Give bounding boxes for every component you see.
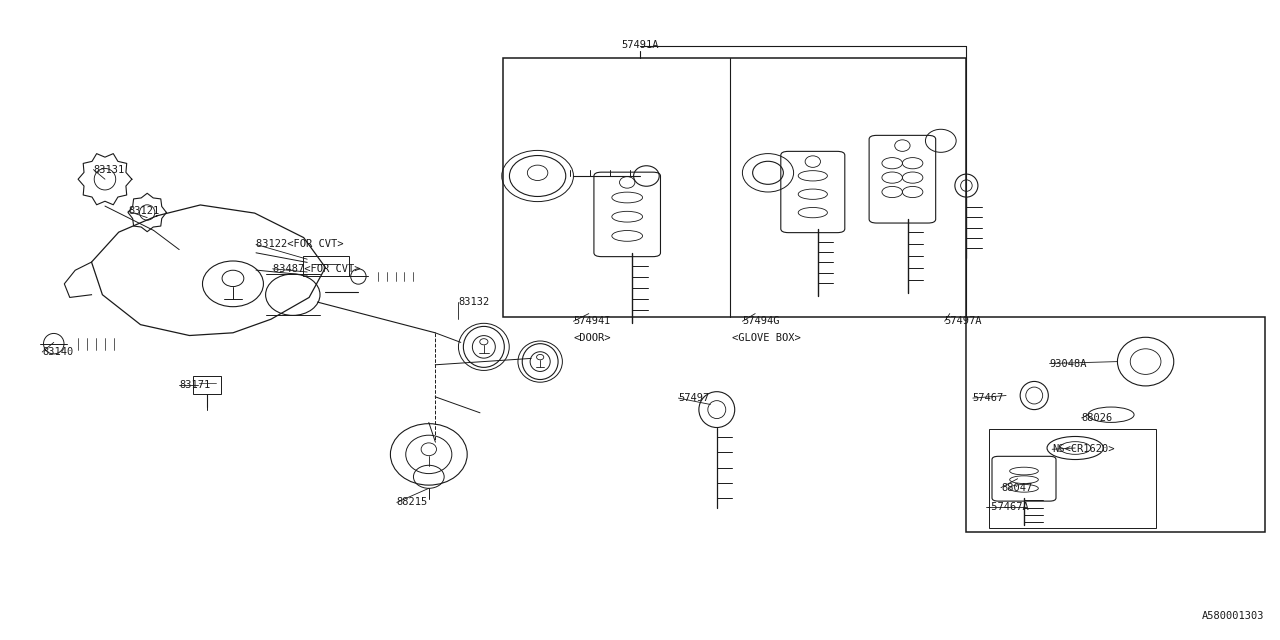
Text: 57494I: 57494I xyxy=(573,316,611,326)
Bar xyxy=(966,317,1265,532)
Text: 88047: 88047 xyxy=(1001,483,1032,493)
Text: NS<CR1620>: NS<CR1620> xyxy=(1052,444,1115,454)
Text: 83487<FOR CVT>: 83487<FOR CVT> xyxy=(273,264,360,274)
Bar xyxy=(193,376,221,394)
Text: 57491A: 57491A xyxy=(621,40,659,50)
Text: 88215: 88215 xyxy=(397,497,428,508)
Text: 57494G: 57494G xyxy=(742,316,780,326)
Bar xyxy=(989,429,1156,528)
Text: 88026: 88026 xyxy=(1082,413,1112,423)
Text: 83122<FOR CVT>: 83122<FOR CVT> xyxy=(256,239,343,250)
Text: <GLOVE BOX>: <GLOVE BOX> xyxy=(732,333,801,343)
Text: 93048A: 93048A xyxy=(1050,358,1087,369)
Text: 83132: 83132 xyxy=(458,297,489,307)
Text: A580001303: A580001303 xyxy=(1202,611,1265,621)
Text: <DOOR>: <DOOR> xyxy=(573,333,611,343)
Text: 83131: 83131 xyxy=(93,164,124,175)
Text: 83171: 83171 xyxy=(179,380,210,390)
Text: 57467: 57467 xyxy=(973,393,1004,403)
Bar xyxy=(503,58,966,317)
Text: 57497: 57497 xyxy=(678,393,709,403)
Bar xyxy=(303,256,349,276)
Text: -57467A: -57467A xyxy=(986,502,1029,512)
Text: 57497A: 57497A xyxy=(945,316,982,326)
Text: 83140: 83140 xyxy=(42,347,73,357)
Text: 83121: 83121 xyxy=(128,206,159,216)
